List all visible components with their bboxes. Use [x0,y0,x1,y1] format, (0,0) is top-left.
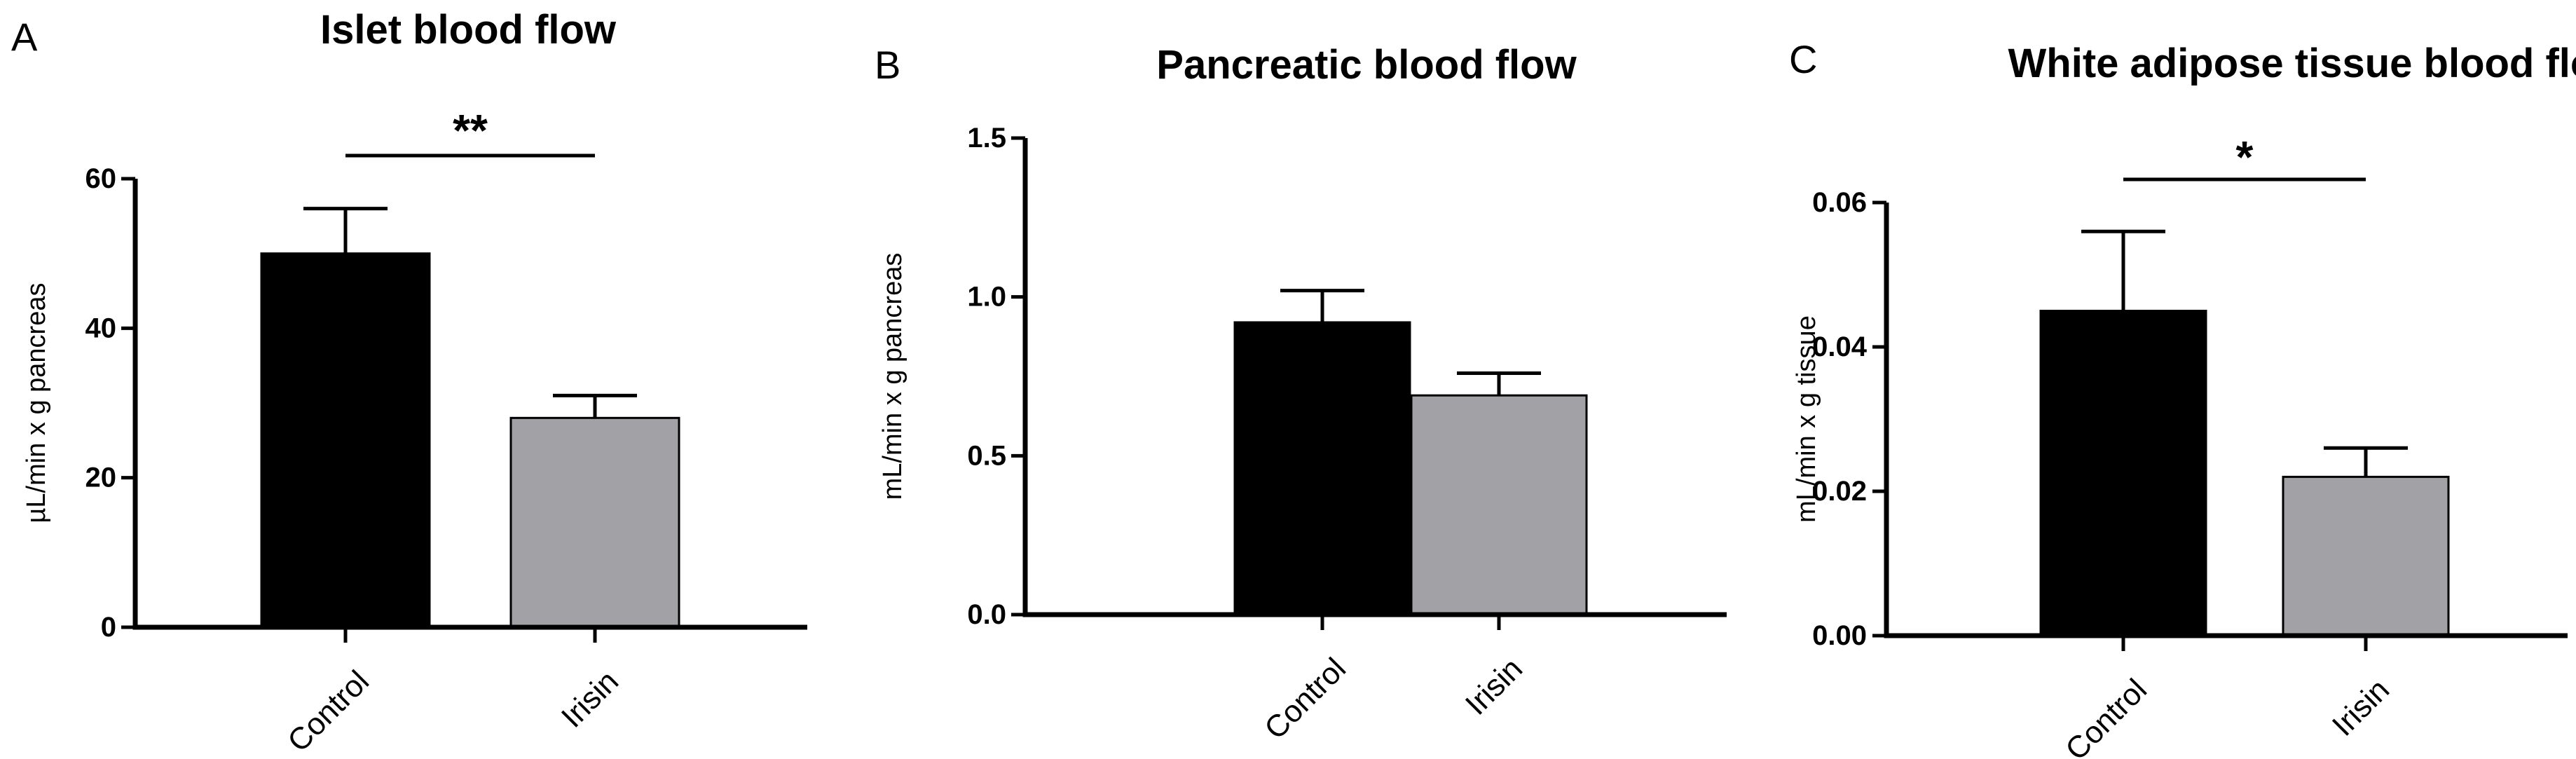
y-tick-label: 40 [85,313,117,343]
y-tick-label: 0.02 [1812,476,1867,507]
x-tick-label: Irisin [1459,651,1529,721]
chart-panel-c: C White adipose tissue blood flow mL/min x… [1789,37,2576,759]
y-tick-label: 60 [85,163,117,194]
chart-panel-b: B Pancreatic blood flow mL/min x g pancrea… [875,42,1727,746]
y-tick-label: 0.06 [1812,187,1867,218]
bar-irisin [509,416,680,629]
significance-label: * [2236,132,2254,182]
y-axis-title: µL/min x g pancreas [22,283,51,524]
y-axis-title: mL/min x g tissue [1792,315,1821,523]
chart-title: Islet blood flow [320,7,617,53]
panel-letter: C [1789,37,1817,81]
panel-letter: A [11,15,38,59]
chart-title: White adipose tissue blood flow [2008,41,2576,86]
bar-irisin [1410,394,1588,616]
x-tick-label: Control [1258,651,1352,746]
chart-panel-a: A Islet blood flow µL/min x g pancreas Cont… [11,7,807,758]
y-tick-label: 0.00 [1812,620,1867,651]
y-tick-label: 0.04 [1812,331,1868,362]
panel-letter: B [875,43,900,87]
x-tick-label: Control [281,664,376,758]
y-tick-label: 0.0 [967,599,1006,630]
y-axis-title: mL/min x g pancreas [878,253,907,500]
bar-control [1233,321,1411,616]
x-tick-label: Irisin [555,664,625,734]
y-tick-label: 20 [85,463,117,493]
bar-irisin [2282,475,2450,637]
y-tick-label: 0 [101,612,116,643]
y-tick-label: 1.5 [967,123,1006,153]
x-tick-label: Irisin [2326,672,2396,742]
y-tick-label: 0.5 [967,440,1006,471]
chart-title: Pancreatic blood flow [1156,42,1577,88]
significance-label: ** [453,105,488,156]
bar-control [260,252,431,629]
bar-control [2039,310,2207,637]
y-tick-label: 1.0 [967,282,1006,313]
x-tick-label: Control [2059,672,2153,759]
